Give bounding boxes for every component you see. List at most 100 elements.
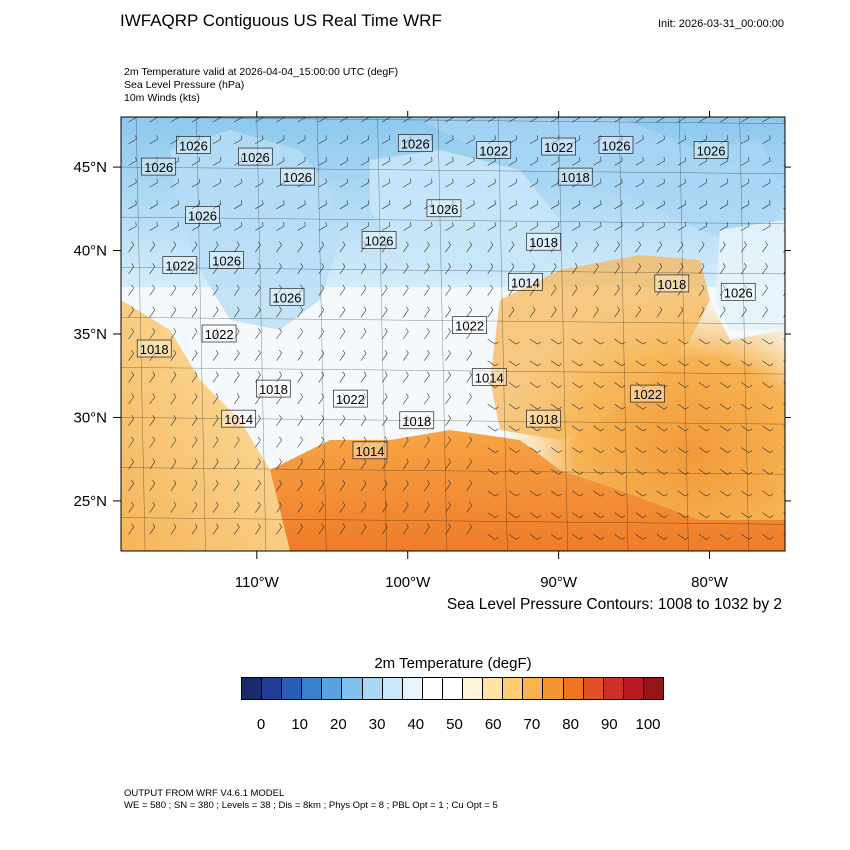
wind-barb	[360, 480, 367, 492]
wind-barb	[360, 414, 367, 426]
wind-barb	[170, 328, 177, 340]
wind-barb	[402, 523, 409, 535]
wind-barb	[297, 241, 303, 253]
wind-barb	[170, 263, 177, 275]
wind-barb	[614, 200, 623, 210]
wind-barb	[572, 117, 581, 123]
wind-barb	[571, 284, 578, 296]
wind-barb	[360, 523, 367, 535]
wind-barb	[635, 306, 642, 318]
wind-barb	[741, 117, 750, 123]
wind-barb	[360, 349, 367, 361]
wind-barb	[318, 200, 327, 210]
wind-barb	[741, 360, 753, 367]
wind-barb	[572, 360, 584, 367]
wind-barb	[656, 241, 663, 253]
svg-text:1026: 1026	[188, 208, 217, 223]
wind-barb	[762, 512, 774, 519]
wind-barb	[445, 480, 451, 492]
lat-tick-label: 40°N	[73, 243, 107, 260]
pressure-label: 1022	[452, 316, 487, 334]
wind-barb	[466, 480, 472, 492]
wind-barb	[487, 117, 496, 123]
wind-barb	[318, 306, 325, 318]
wind-barb	[234, 117, 243, 123]
wind-barb	[614, 447, 626, 453]
wind-barb	[593, 117, 602, 123]
svg-text:1022: 1022	[479, 143, 508, 158]
wind-barb	[508, 382, 520, 388]
wind-barb	[740, 241, 747, 253]
wind-barb	[741, 135, 750, 144]
wind-barb	[550, 403, 562, 410]
wind-barb	[466, 458, 472, 470]
wind-barb	[572, 382, 584, 388]
wind-barb	[339, 263, 346, 275]
svg-text:1014: 1014	[356, 444, 385, 459]
border-line	[135, 117, 146, 551]
wind-barb	[339, 284, 346, 296]
wind-barb	[593, 178, 602, 188]
wind-barb	[677, 382, 689, 388]
wind-barb	[762, 284, 768, 296]
border-line	[316, 117, 327, 551]
border-line	[121, 317, 785, 325]
wind-barb	[191, 241, 198, 253]
plot-title: IWFAQRP Contiguous US Real Time WRF	[120, 11, 442, 30]
colorbar-swatch	[282, 678, 303, 699]
wind-barb	[276, 414, 282, 426]
wind-barb	[572, 447, 584, 453]
colorbar-swatch	[342, 678, 363, 699]
wind-barb	[233, 306, 240, 318]
wind-barb	[719, 447, 731, 453]
colorbar-swatch	[483, 678, 504, 699]
wind-barb	[550, 382, 562, 388]
wind-barb	[170, 306, 177, 318]
wind-barb	[212, 178, 222, 188]
wind-barb	[445, 458, 451, 470]
wind-barb	[550, 284, 557, 296]
wind-barb	[762, 403, 774, 410]
svg-text:1026: 1026	[429, 202, 458, 217]
wind-barb	[339, 501, 346, 513]
wind-barb	[339, 480, 346, 492]
wind-barb	[635, 490, 647, 497]
wind-barb	[614, 512, 626, 519]
wind-barb	[276, 284, 282, 296]
lat-tick-label: 30°N	[73, 409, 107, 426]
wind-barb	[762, 263, 768, 275]
wind-barb	[698, 403, 710, 410]
wind-barb	[170, 284, 177, 296]
colorbar-swatch	[463, 678, 484, 699]
wind-barb	[276, 222, 285, 231]
wind-barb	[466, 178, 475, 188]
wind-barb	[656, 360, 668, 367]
wind-barb	[297, 371, 303, 383]
wind-barb	[487, 403, 499, 410]
svg-text:1022: 1022	[205, 327, 234, 342]
wind-barb	[593, 468, 605, 475]
wind-barb	[381, 200, 391, 210]
wind-barb	[656, 222, 665, 231]
wind-barb	[234, 200, 243, 210]
wind-barb	[656, 534, 668, 540]
pressure-label: 1018	[526, 232, 561, 251]
border-line	[121, 467, 785, 475]
wind-barb	[360, 200, 370, 210]
wind-barb	[445, 178, 454, 188]
lon-tick-label: 100°W	[385, 574, 431, 591]
wind-barb	[593, 135, 602, 144]
svg-text:1022: 1022	[544, 140, 573, 155]
wind-barb	[445, 156, 454, 166]
wind-barb	[635, 403, 647, 410]
wind-barb	[276, 117, 285, 123]
wind-barb	[360, 135, 370, 144]
wind-barb	[339, 178, 348, 188]
wind-barb	[614, 135, 623, 144]
wind-barb	[170, 414, 177, 426]
wind-barb	[297, 263, 303, 275]
wind-barb	[381, 501, 388, 513]
pressure-label: 1022	[333, 389, 368, 408]
wind-barb	[719, 382, 731, 388]
wind-barb	[128, 393, 134, 405]
